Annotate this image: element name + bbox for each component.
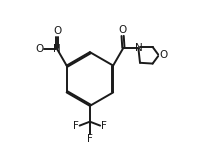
Text: N: N — [135, 43, 143, 53]
Text: O: O — [118, 25, 127, 35]
Text: O: O — [35, 44, 43, 54]
Text: F: F — [101, 121, 107, 131]
Text: O: O — [160, 50, 168, 60]
Text: N: N — [53, 44, 61, 54]
Text: F: F — [87, 134, 93, 144]
Text: F: F — [73, 121, 79, 131]
Text: O: O — [53, 26, 61, 36]
